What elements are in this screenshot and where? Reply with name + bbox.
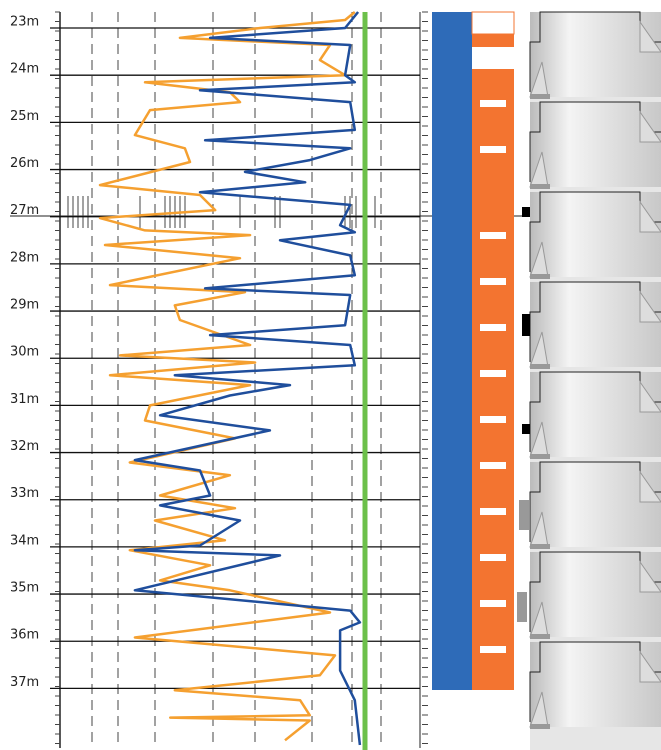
y-tick-label: 27m — [10, 203, 39, 218]
order-dash — [480, 738, 506, 745]
order-dash — [480, 508, 506, 515]
core-base — [530, 364, 550, 369]
y-tick-label: 30m — [10, 345, 39, 360]
log-curve — [100, 12, 355, 740]
order-dash — [480, 646, 506, 653]
order-dash — [480, 600, 506, 607]
order-dash — [480, 146, 506, 153]
y-tick-label: 28m — [10, 250, 39, 265]
well-log: 23m 24m 25m 26m 27m 28m 29m 30m 31m 32m 33m 34m 35m 3… — [0, 0, 661, 750]
y-tick-label: 37m — [10, 675, 39, 690]
core-mark — [522, 424, 530, 434]
y-tick-label: 34m — [10, 533, 39, 548]
y-tick-label: 32m — [10, 439, 39, 454]
core-sample — [519, 500, 529, 530]
y-tick-label: 25m — [10, 109, 39, 124]
y-tick-label: 35m — [10, 581, 39, 596]
blue-column — [432, 12, 472, 690]
y-tick-label: 29m — [10, 298, 39, 313]
order-dash — [480, 692, 506, 699]
order-dash — [480, 100, 506, 107]
core-mark — [522, 314, 530, 336]
core-base — [530, 184, 550, 189]
order-dash — [480, 278, 506, 285]
order-dash — [480, 370, 506, 377]
column-gap — [472, 47, 514, 69]
core-base — [530, 724, 550, 729]
core-sample — [517, 592, 527, 622]
order-dash — [480, 462, 506, 469]
core-mark — [522, 207, 530, 217]
core-base — [530, 94, 550, 99]
y-tick-label: 24m — [10, 62, 39, 77]
y-tick-label: 23m — [10, 15, 39, 30]
y-tick-label: 26m — [10, 156, 39, 171]
core-base — [530, 634, 550, 639]
core-base — [530, 544, 550, 549]
column-gap — [472, 12, 514, 34]
order-dash — [480, 324, 506, 331]
order-dash — [480, 232, 506, 239]
orange-column — [472, 12, 514, 690]
order-dash — [480, 416, 506, 423]
core-base — [530, 274, 550, 279]
y-tick-label: 33m — [10, 486, 39, 501]
y-tick-label: 31m — [10, 392, 39, 407]
core-base — [530, 454, 550, 459]
order-dash — [480, 554, 506, 561]
y-tick-label: 36m — [10, 628, 39, 643]
